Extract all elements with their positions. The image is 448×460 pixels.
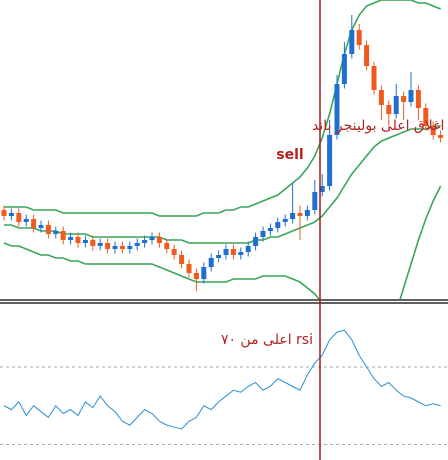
- band-middle: [4, 125, 441, 244]
- rsi-line: [3, 329, 441, 430]
- candle-body: [334, 84, 340, 135]
- candle-body: [45, 225, 51, 234]
- candle-body: [75, 237, 81, 243]
- candle-body: [216, 255, 222, 258]
- candle-body: [282, 219, 288, 222]
- candle-body: [82, 240, 88, 243]
- candle-body: [223, 249, 229, 255]
- candle-body: [260, 231, 266, 237]
- candle-body: [438, 135, 444, 138]
- candle-body: [179, 255, 185, 264]
- candle-body: [371, 66, 377, 90]
- candle-body: [230, 249, 236, 255]
- candle-body: [23, 219, 29, 222]
- candle-body: [238, 252, 244, 255]
- candle-body: [112, 246, 118, 249]
- candle-body: [97, 243, 103, 246]
- candle-body: [349, 30, 355, 54]
- price-pane: [1, 0, 444, 299]
- candle-body: [134, 243, 140, 246]
- candle-body: [149, 237, 155, 240]
- candle-body: [68, 237, 74, 240]
- candle-body: [127, 246, 133, 249]
- candle-body: [253, 237, 259, 246]
- candle-body: [16, 213, 22, 222]
- candle-body: [327, 135, 333, 186]
- annotation: sell: [276, 147, 303, 163]
- candle-body: [186, 264, 192, 273]
- candle-body: [164, 243, 170, 249]
- candle-body: [105, 243, 111, 249]
- candle-body: [38, 225, 44, 228]
- candle-body: [142, 240, 148, 243]
- candle-body: [156, 237, 162, 243]
- candle-body: [312, 192, 318, 210]
- candle-body: [378, 90, 384, 105]
- candle-body: [8, 213, 14, 216]
- rsi-pane: [0, 329, 448, 445]
- candle-body: [31, 219, 37, 228]
- candle-body: [90, 240, 96, 246]
- candle-body: [1, 210, 7, 216]
- candle-body: [208, 258, 214, 267]
- candle-body: [245, 246, 251, 252]
- candle-body: [401, 96, 407, 102]
- candle-body: [193, 273, 199, 279]
- candle-body: [356, 30, 362, 45]
- candle-body: [319, 186, 325, 192]
- annotation: rsi اعلى من ٧٠: [221, 332, 313, 348]
- candle-body: [297, 213, 303, 216]
- candle-body: [415, 90, 421, 108]
- candle-body: [430, 126, 436, 135]
- candle-body: [119, 246, 125, 249]
- candle-body: [408, 90, 414, 102]
- candle-body: [423, 108, 429, 126]
- candle-body: [364, 45, 370, 66]
- candle-body: [275, 222, 281, 228]
- candle-body: [393, 96, 399, 114]
- candle-body: [53, 231, 59, 234]
- candle-body: [304, 210, 310, 216]
- annotation: اغلاق اعلى بولينجر باند: [312, 118, 444, 134]
- candle-body: [290, 213, 296, 219]
- candle-body: [341, 54, 347, 84]
- candle-body: [201, 267, 207, 279]
- candle-body: [267, 228, 273, 231]
- candle-body: [386, 105, 392, 114]
- band-upper: [4, 0, 441, 217]
- band-lower: [3, 185, 442, 299]
- candle-body: [171, 249, 177, 255]
- candle-body: [60, 231, 66, 240]
